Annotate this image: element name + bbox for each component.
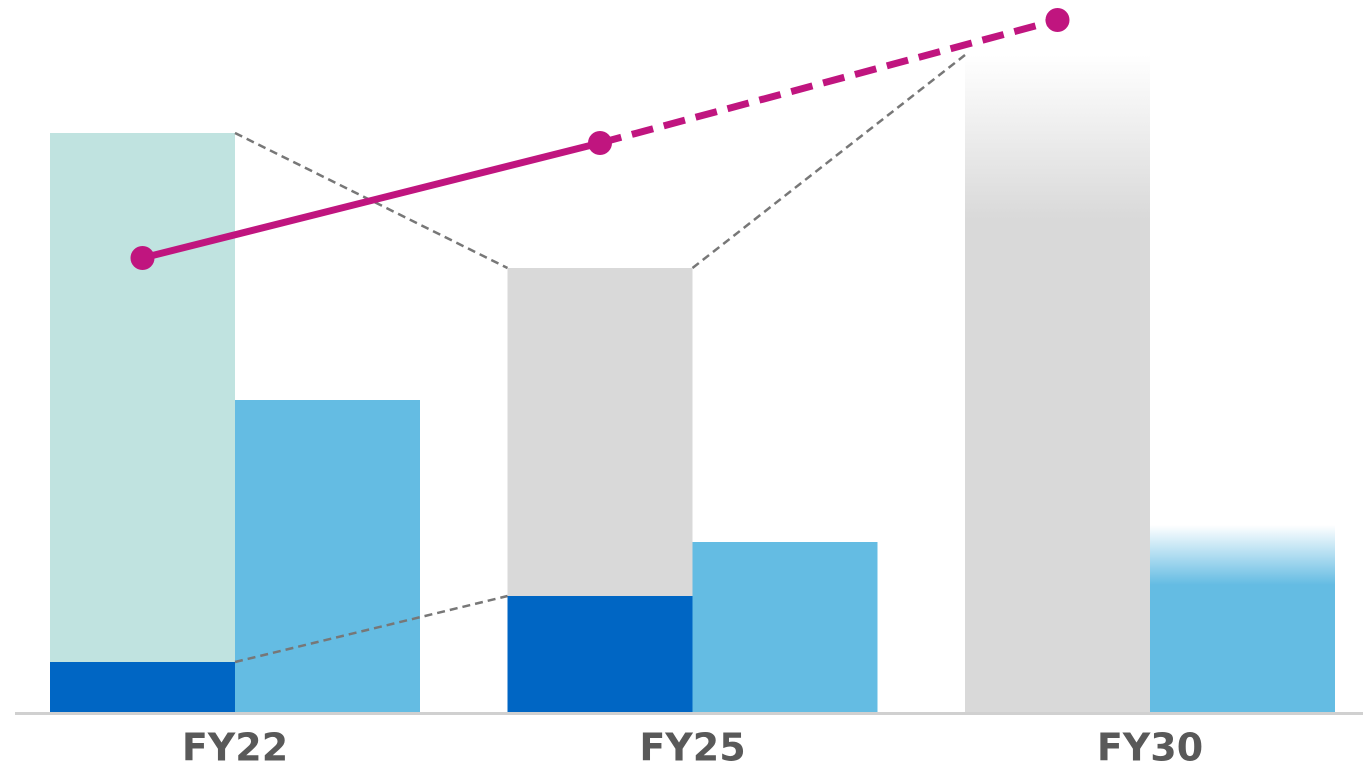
side-bar xyxy=(235,400,420,712)
bar-segment xyxy=(50,662,235,712)
connector xyxy=(234,131,509,270)
x-tick-label: FY25 xyxy=(639,726,745,769)
x-tick-label: FY22 xyxy=(182,726,288,769)
bar-segment xyxy=(507,596,693,712)
line-point xyxy=(1045,8,1070,32)
connector xyxy=(234,594,508,664)
line xyxy=(141,139,601,262)
bar-segment xyxy=(507,268,693,596)
connector xyxy=(691,54,966,269)
bar-segment xyxy=(50,133,235,662)
x-tick-label: FY30 xyxy=(1097,726,1203,769)
bar-segment xyxy=(965,55,1150,712)
line-point xyxy=(130,246,155,270)
side-bar xyxy=(1150,525,1335,712)
line-point xyxy=(588,131,612,155)
line-forecast xyxy=(599,16,1059,147)
side-bar xyxy=(692,542,878,712)
